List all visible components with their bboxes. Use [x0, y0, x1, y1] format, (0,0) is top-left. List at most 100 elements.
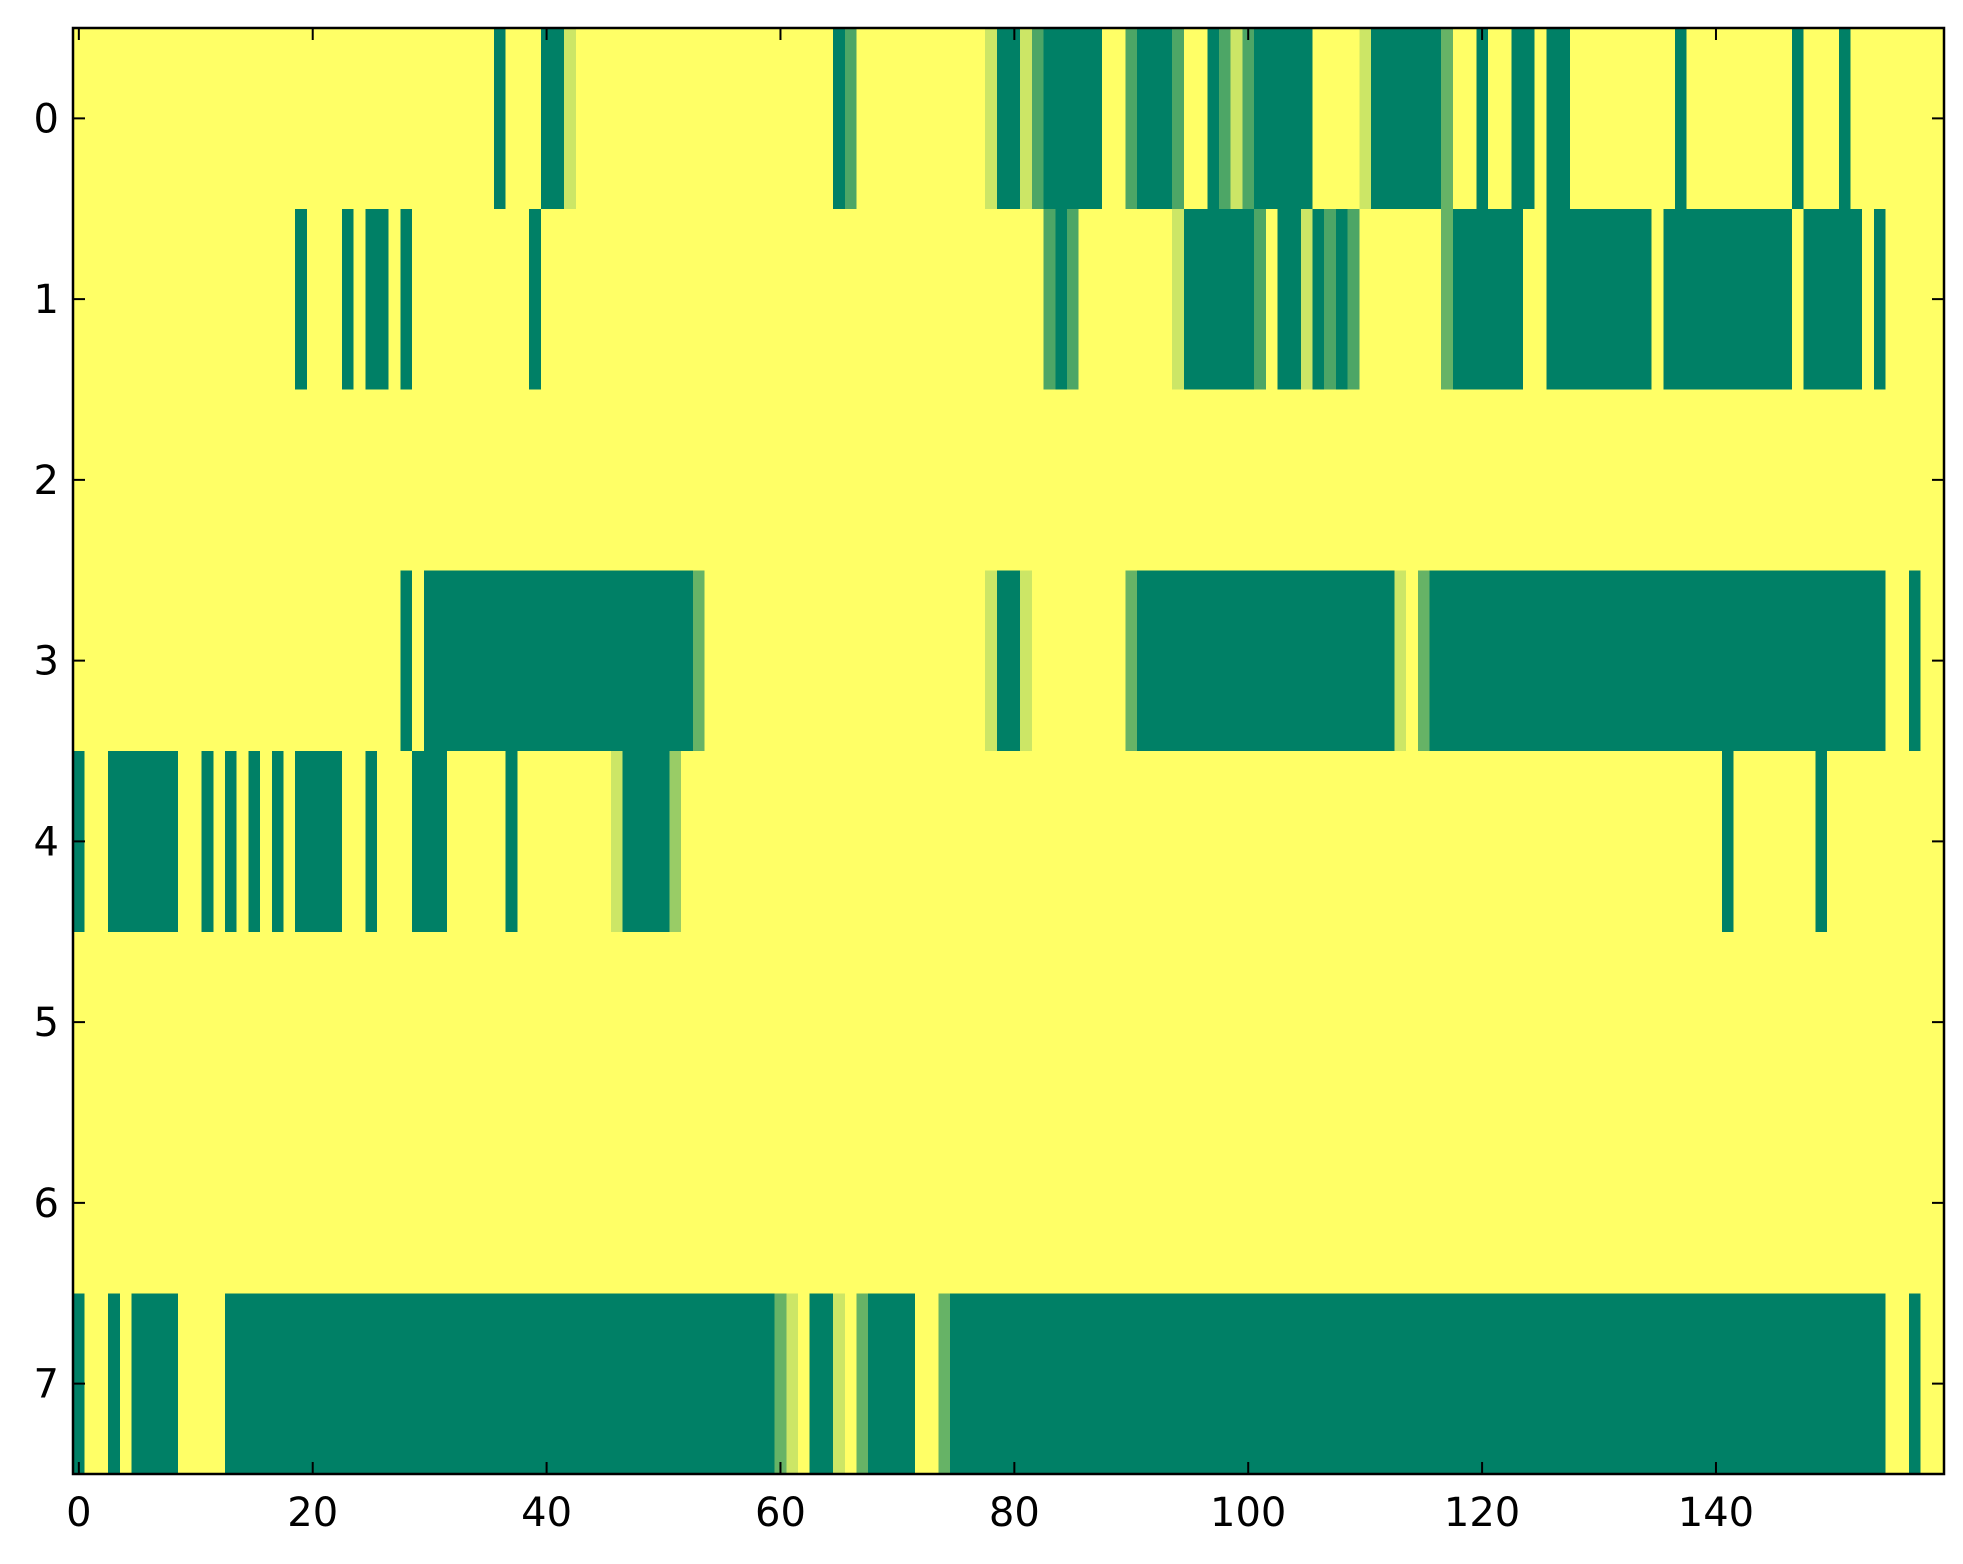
cell: [1066, 1293, 1080, 1475]
cell: [1195, 208, 1208, 391]
cell: [1031, 931, 1045, 1114]
cell: [1335, 751, 1349, 933]
cell: [1534, 389, 1548, 571]
cell: [1125, 28, 1138, 210]
cell: [1791, 208, 1805, 391]
cell: [1838, 1293, 1852, 1475]
cell: [587, 1293, 600, 1475]
cell: [610, 1112, 624, 1294]
cell: [786, 1293, 799, 1475]
cell: [84, 1293, 97, 1475]
cell: [645, 208, 659, 391]
cell: [1686, 28, 1700, 210]
cell: [1546, 751, 1559, 933]
cell: [985, 1293, 998, 1475]
cell: [1066, 389, 1080, 571]
cell: [423, 208, 437, 391]
cell: [1850, 751, 1863, 933]
cell: [599, 28, 612, 210]
cell: [669, 570, 682, 752]
cell: [903, 570, 916, 752]
cell: [1745, 389, 1758, 571]
cell: [423, 1293, 437, 1475]
cell: [926, 751, 939, 933]
cell: [1090, 1112, 1103, 1294]
cell: [1897, 751, 1910, 933]
cell: [575, 28, 589, 210]
cell: [353, 1112, 366, 1294]
cell: [1721, 570, 1735, 752]
cell: [1558, 28, 1571, 210]
cell: [295, 389, 308, 571]
cell: [1476, 28, 1489, 210]
cell: [634, 751, 647, 933]
cell: [1429, 1293, 1442, 1475]
cell: [447, 389, 460, 571]
cell: [1873, 751, 1887, 933]
cell: [903, 931, 916, 1114]
cell: [1102, 1112, 1115, 1294]
cell: [178, 28, 191, 210]
cell: [295, 751, 308, 933]
cell: [540, 1293, 554, 1475]
cell: [435, 389, 448, 571]
cell: [973, 28, 986, 210]
cell: [1102, 570, 1115, 752]
cell: [1417, 389, 1431, 571]
cell: [786, 1112, 799, 1294]
cell: [1616, 931, 1629, 1114]
cell: [1593, 931, 1606, 1114]
cell: [96, 570, 109, 752]
cell: [365, 751, 378, 933]
cell: [1207, 389, 1220, 571]
cell: [1406, 1293, 1419, 1475]
cell: [1499, 389, 1512, 571]
cell: [1897, 570, 1910, 752]
cell: [166, 28, 179, 210]
cell: [131, 931, 144, 1114]
cell: [96, 28, 109, 210]
cell: [704, 28, 717, 210]
cell: [1406, 751, 1419, 933]
cell: [657, 28, 670, 210]
cell: [1289, 1293, 1302, 1475]
cell: [1160, 208, 1173, 391]
cell: [985, 28, 998, 210]
cell: [1300, 751, 1314, 933]
cell: [1651, 208, 1664, 391]
cell: [1090, 751, 1103, 933]
cell: [1639, 389, 1653, 571]
cell: [1312, 208, 1325, 391]
cell: [1569, 751, 1583, 933]
cell: [1102, 389, 1115, 571]
cell: [178, 751, 191, 933]
cell: [681, 28, 694, 210]
cell: [1745, 570, 1758, 752]
cell: [1698, 389, 1711, 571]
cell: [774, 751, 787, 933]
cell: [283, 28, 296, 210]
cell: [154, 28, 168, 210]
cell: [1218, 208, 1232, 391]
cell: [1277, 208, 1290, 391]
cell: [248, 28, 261, 210]
cell: [1628, 1293, 1641, 1475]
cell: [189, 751, 203, 933]
cell: [1300, 1293, 1314, 1475]
cell: [727, 751, 741, 933]
cell: [1230, 208, 1243, 391]
cell: [564, 389, 577, 571]
cell: [189, 389, 203, 571]
cell: [564, 751, 577, 933]
cell: [751, 389, 764, 571]
cell: [1721, 931, 1735, 1114]
cell: [1897, 931, 1910, 1114]
cell: [727, 28, 741, 210]
cell: [1628, 389, 1641, 571]
cell: [1371, 28, 1384, 210]
cell: [1102, 208, 1115, 391]
cell: [985, 931, 998, 1114]
cell: [306, 1112, 320, 1294]
cell: [1066, 28, 1080, 210]
cell: [1499, 1293, 1512, 1475]
